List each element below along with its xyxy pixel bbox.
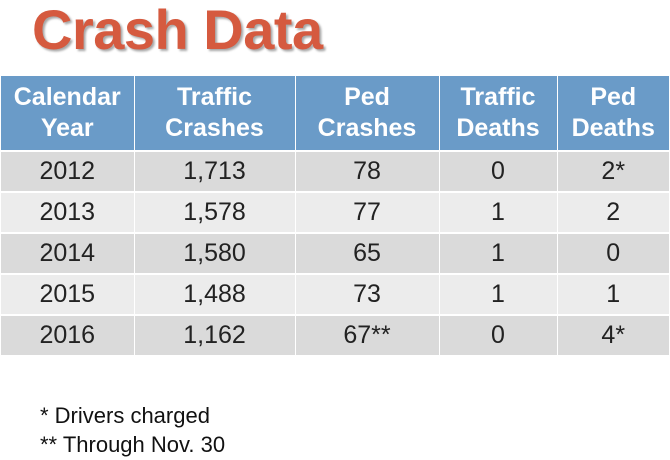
footnotes: * Drivers charged ** Through Nov. 30 — [40, 401, 225, 459]
cell-traffic-crashes: 1,713 — [134, 151, 296, 193]
cell-ped-deaths: 0 — [557, 233, 669, 275]
header-traffic-deaths: Traffic Deaths — [439, 76, 558, 152]
cell-year: 2014 — [1, 233, 135, 275]
cell-traffic-deaths: 1 — [439, 274, 558, 316]
cell-ped-crashes: 65 — [295, 233, 440, 275]
cell-year: 2015 — [1, 274, 135, 316]
cell-traffic-crashes: 1,580 — [134, 233, 296, 275]
cell-year: 2016 — [1, 315, 135, 357]
page-title: Crash Data — [32, 0, 323, 61]
header-line: Deaths — [456, 114, 540, 142]
header-ped-deaths: Ped Deaths — [557, 76, 669, 152]
cell-traffic-deaths: 0 — [439, 151, 558, 193]
header-line: Crashes — [317, 114, 417, 142]
header-line: Traffic — [176, 83, 253, 111]
header-line: Ped — [590, 83, 637, 111]
cell-ped-crashes: 77 — [295, 192, 440, 234]
cell-ped-deaths: 1 — [557, 274, 669, 316]
cell-traffic-crashes: 1,578 — [134, 192, 296, 234]
cell-year: 2012 — [1, 151, 135, 193]
cell-ped-deaths: 2* — [557, 151, 669, 193]
table-row: 2016 1,162 67** 0 4* — [1, 315, 669, 357]
footnote-through-date: ** Through Nov. 30 — [40, 432, 226, 457]
header-line: Traffic — [460, 83, 536, 111]
table-row: 2013 1,578 77 1 2 — [1, 192, 669, 234]
cell-ped-crashes: 73 — [295, 274, 440, 316]
header-ped-crashes: Ped Crashes — [295, 76, 440, 152]
cell-traffic-deaths: 1 — [439, 233, 558, 275]
cell-traffic-deaths: 1 — [439, 192, 558, 234]
header-line: Crashes — [165, 114, 264, 142]
cell-year: 2013 — [1, 192, 135, 234]
header-traffic-crashes: Traffic Crashes — [134, 76, 296, 152]
cell-ped-deaths: 4* — [557, 315, 669, 357]
cell-traffic-deaths: 0 — [439, 315, 558, 357]
header-line: Calendar — [13, 83, 121, 111]
cell-ped-deaths: 2 — [557, 192, 669, 234]
table-row: 2012 1,713 78 0 2* — [1, 151, 669, 193]
cell-traffic-crashes: 1,162 — [134, 315, 296, 357]
footnote-drivers-charged: * Drivers charged — [40, 403, 210, 428]
header-line: Ped — [344, 83, 390, 111]
table-header-row: Calendar Year Traffic Crashes Ped Crashe… — [1, 76, 669, 152]
table-row: 2014 1,580 65 1 0 — [1, 233, 669, 275]
cell-traffic-crashes: 1,488 — [134, 274, 296, 316]
cell-ped-crashes: 78 — [295, 151, 440, 193]
header-calendar-year: Calendar Year — [1, 76, 135, 152]
cell-ped-crashes: 67** — [295, 315, 440, 357]
crash-data-table: Calendar Year Traffic Crashes Ped Crashe… — [1, 76, 669, 357]
table-row: 2015 1,488 73 1 1 — [1, 274, 669, 316]
header-line: Year — [40, 114, 94, 142]
header-line: Deaths — [571, 114, 655, 142]
